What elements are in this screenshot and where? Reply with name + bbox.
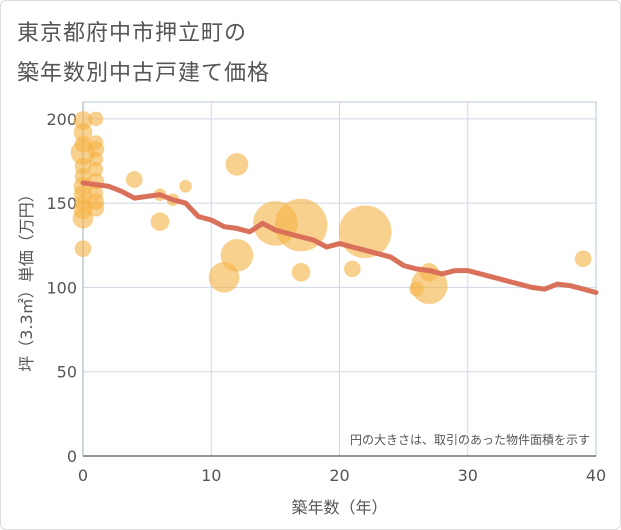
y-axis-title: 坪（3.3㎡）単価（万円） xyxy=(17,186,36,371)
data-bubble xyxy=(220,238,254,272)
size-note: 円の大きさは、取引のあった物件面積を示す xyxy=(350,432,590,447)
data-bubble xyxy=(179,179,193,193)
chart-title-line-1: 東京都府中市押立町の xyxy=(17,21,248,46)
chart-title-line-2: 築年数別中古戸建て価格 xyxy=(17,61,271,86)
data-bubble xyxy=(574,250,592,268)
y-tick-label: 200 xyxy=(46,110,77,129)
data-bubble xyxy=(72,207,94,229)
y-tick-label: 100 xyxy=(46,278,77,297)
x-tick-label: 40 xyxy=(586,466,606,485)
x-axis-title: 築年数（年） xyxy=(291,498,387,517)
data-bubble xyxy=(225,152,249,176)
data-bubble xyxy=(291,262,311,282)
y-tick-label: 50 xyxy=(57,363,77,382)
data-bubble xyxy=(88,111,104,127)
x-tick-label: 20 xyxy=(329,466,349,485)
y-tick-label: 150 xyxy=(46,194,77,213)
data-bubble xyxy=(87,199,105,217)
trend-line xyxy=(80,180,599,295)
data-bubble xyxy=(125,171,143,189)
data-bubble xyxy=(150,212,170,232)
x-tick-label: 10 xyxy=(201,466,221,485)
y-tick-label: 0 xyxy=(67,447,77,466)
x-tick-label: 0 xyxy=(78,466,88,485)
data-bubble xyxy=(74,240,92,258)
data-bubble xyxy=(343,260,361,278)
x-tick-label: 30 xyxy=(458,466,478,485)
